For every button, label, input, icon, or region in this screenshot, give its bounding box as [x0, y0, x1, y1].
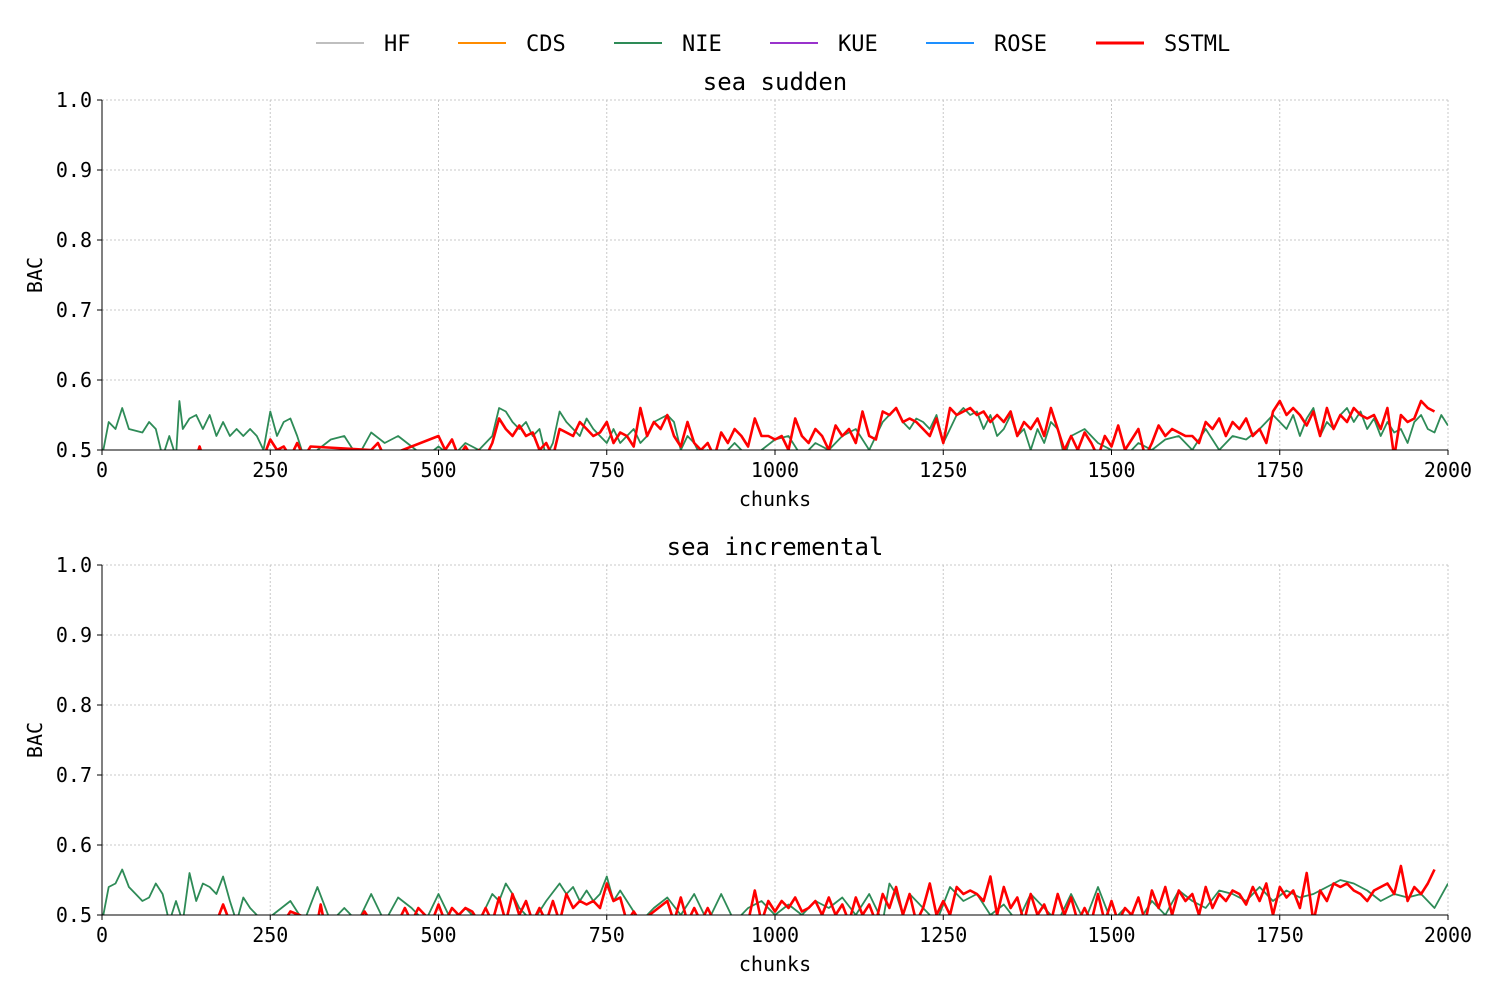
y-tick-label: 0.7: [56, 298, 92, 322]
x-tick-label: 1250: [919, 458, 967, 482]
y-tick-label: 0.5: [56, 438, 92, 462]
x-tick-label: 1250: [919, 923, 967, 947]
x-tick-label: 250: [252, 458, 288, 482]
x-tick-label: 1500: [1087, 923, 1135, 947]
x-tick-label: 1000: [751, 458, 799, 482]
y-tick-label: 0.7: [56, 763, 92, 787]
legend-item-nie: NIE: [614, 32, 722, 57]
x-axis-label: chunks: [739, 952, 811, 976]
y-tick-label: 1.0: [56, 88, 92, 112]
y-tick-label: 0.8: [56, 693, 92, 717]
legend-item-rose: ROSE: [926, 32, 1047, 57]
y-tick-label: 0.6: [56, 833, 92, 857]
x-tick-label: 1750: [1256, 923, 1304, 947]
legend-item-kue: KUE: [770, 32, 878, 57]
y-tick-label: 0.9: [56, 623, 92, 647]
legend-item-hf: HF: [316, 32, 411, 57]
x-tick-label: 0: [96, 923, 108, 947]
x-tick-label: 0: [96, 458, 108, 482]
y-tick-label: 1.0: [56, 553, 92, 577]
series-line-nie: [102, 400, 1448, 450]
legend-label: HF: [384, 32, 411, 57]
x-tick-label: 250: [252, 923, 288, 947]
x-tick-label: 750: [589, 458, 625, 482]
series-line-sstml: [217, 864, 1436, 915]
legend-label: SSTML: [1164, 32, 1230, 57]
y-tick-label: 0.5: [56, 903, 92, 927]
x-tick-label: 2000: [1424, 923, 1472, 947]
x-tick-label: 1500: [1087, 458, 1135, 482]
x-tick-label: 1750: [1256, 458, 1304, 482]
series-line-sstml: [197, 399, 1436, 450]
panel-title: sea sudden: [703, 68, 848, 96]
x-axis-label: chunks: [739, 487, 811, 511]
legend-item-sstml: SSTML: [1096, 32, 1230, 57]
legend-label: NIE: [682, 32, 722, 57]
legend-label: ROSE: [994, 32, 1047, 57]
panel-sea-incremental: 0 250 500 750 1000 1250 1500 1750 2000 0.5 0.6 0.7 0…: [23, 533, 1472, 976]
x-tick-label: 750: [589, 923, 625, 947]
legend-label: CDS: [526, 32, 566, 57]
x-tick-label: 1000: [751, 923, 799, 947]
panel-title: sea incremental: [667, 533, 884, 561]
x-tick-label: 2000: [1424, 458, 1472, 482]
legend-label: KUE: [838, 32, 878, 57]
legend: HF CDS NIE KUE ROSE SSTML: [316, 32, 1230, 57]
y-axis-label: BAC: [23, 257, 47, 293]
x-tick-label: 500: [420, 923, 456, 947]
y-tick-label: 0.9: [56, 158, 92, 182]
y-tick-label: 0.6: [56, 368, 92, 392]
y-axis-label: BAC: [23, 722, 47, 758]
y-tick-label: 0.8: [56, 228, 92, 252]
legend-item-cds: CDS: [458, 32, 566, 57]
panel-sea-sudden: 0 250 500 750 1000 1250 1500 1750 2000 0.5 0.6 0.7 0…: [23, 68, 1472, 511]
x-tick-label: 500: [420, 458, 456, 482]
